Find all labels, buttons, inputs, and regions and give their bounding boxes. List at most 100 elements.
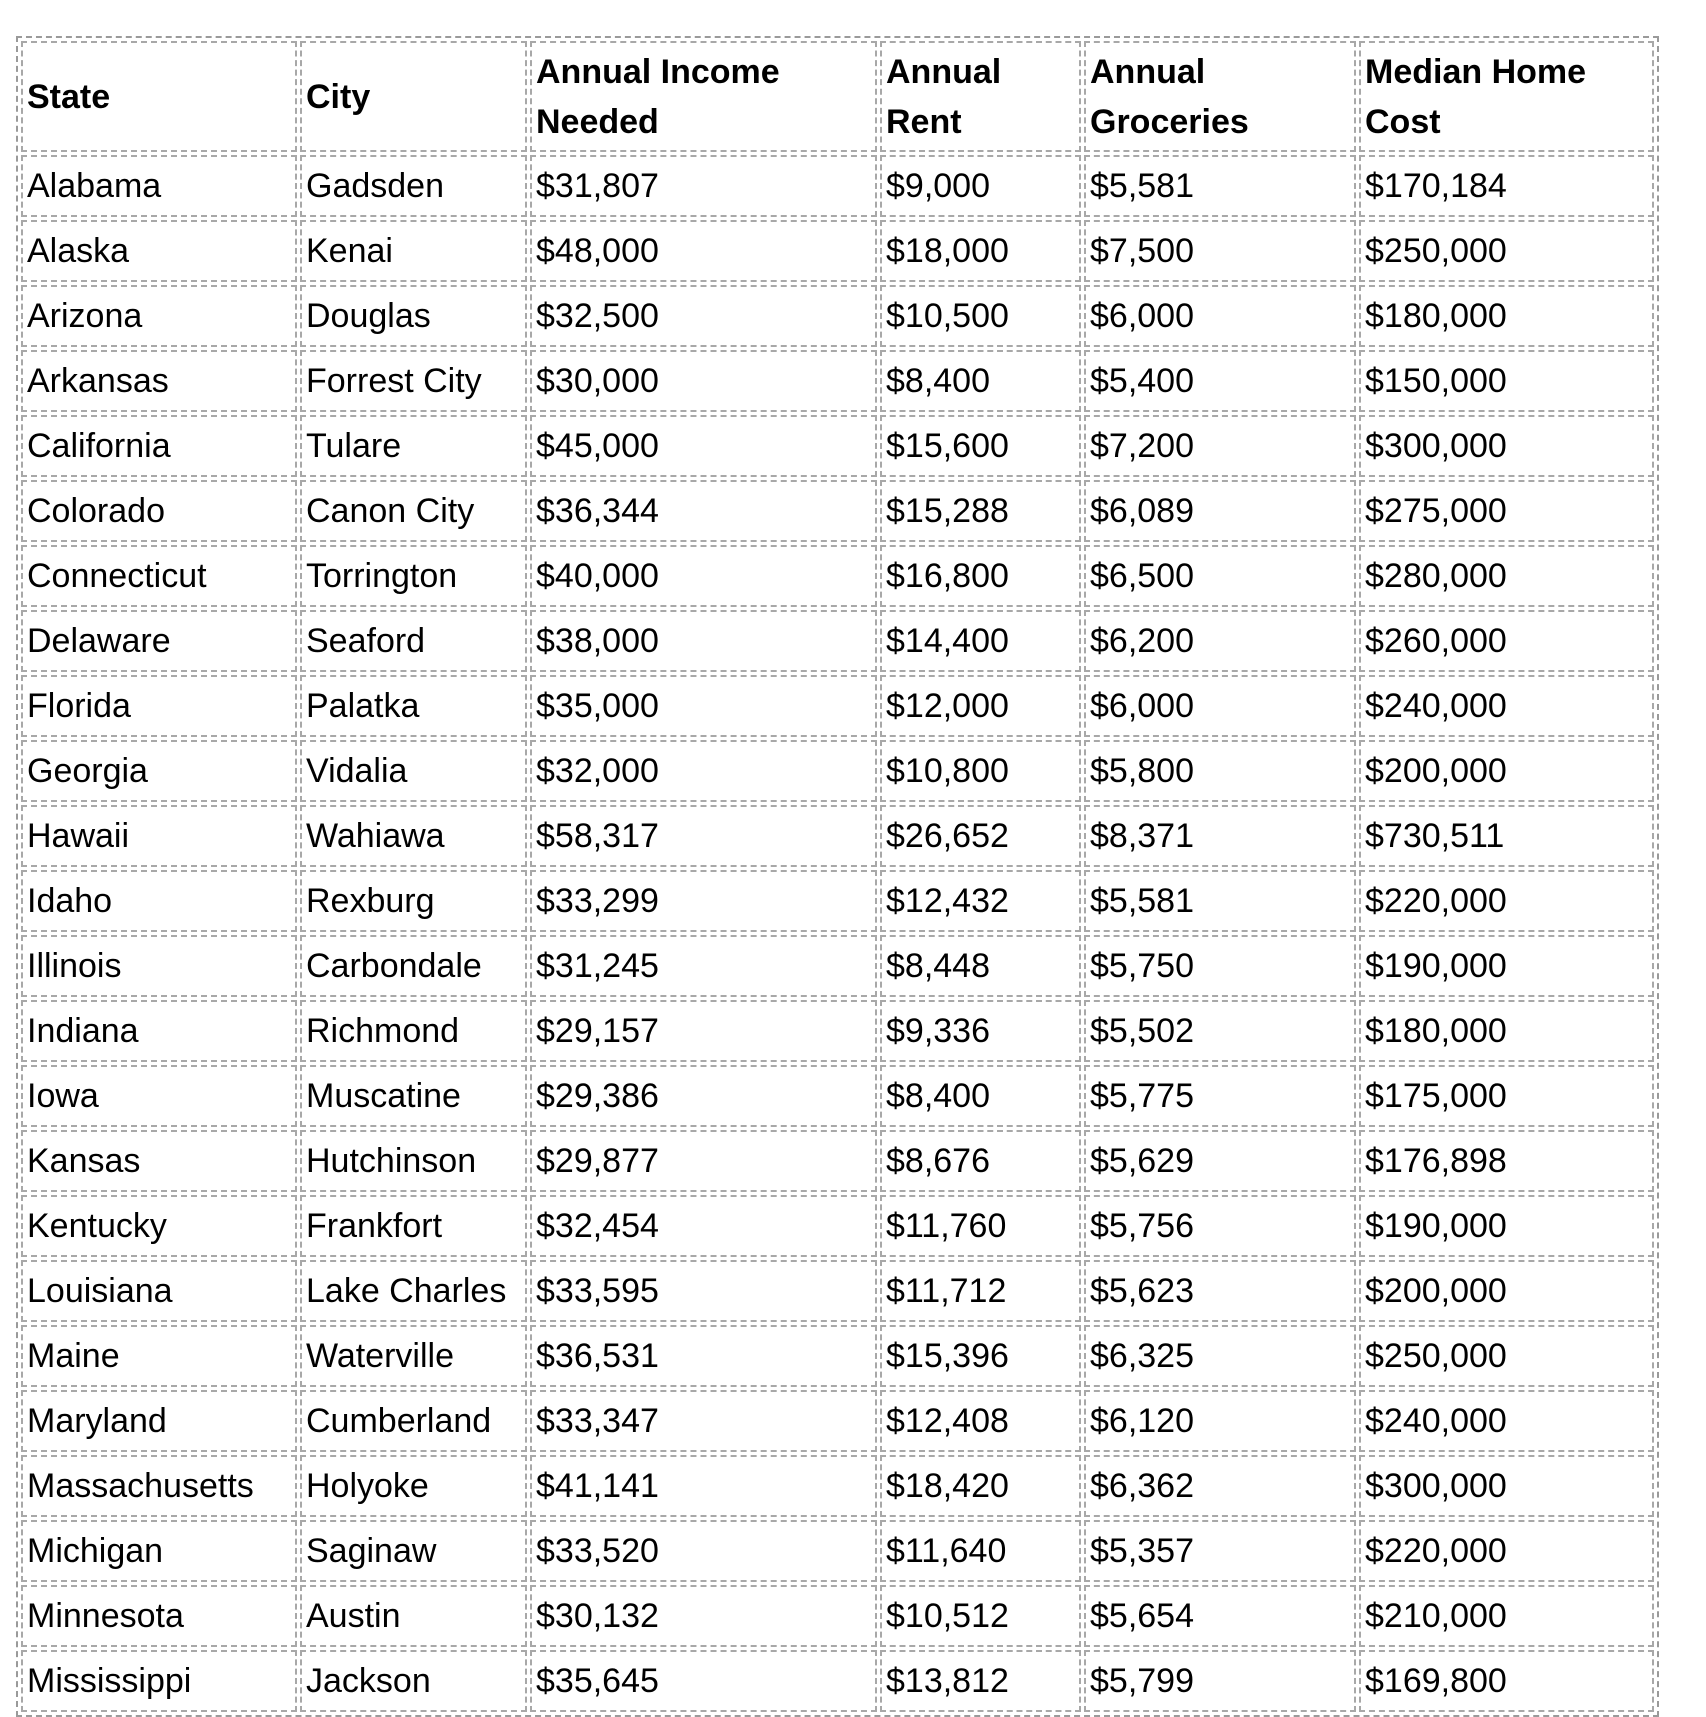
header-row: State City Annual Income Needed Annual Rent… (21, 41, 1654, 152)
table-cell: Muscatine (300, 1065, 527, 1127)
table-row: Maine Waterville $36,531 $15,396 $6,325 $250,… (21, 1325, 1654, 1387)
table-cell: $12,000 (880, 675, 1081, 737)
table-row: Hawaii Wahiawa $58,317 $26,652 $8,371 $730,51… (21, 805, 1654, 867)
table-cell: Maine (21, 1325, 297, 1387)
table-cell: Mississippi (21, 1650, 297, 1712)
table-cell: Arkansas (21, 350, 297, 412)
table-cell: Hutchinson (300, 1130, 527, 1192)
table-cell: $29,386 (530, 1065, 877, 1127)
table-cell: $275,000 (1359, 480, 1654, 542)
table-cell: $5,629 (1084, 1130, 1356, 1192)
table-cell: $40,000 (530, 545, 877, 607)
table-cell: Rexburg (300, 870, 527, 932)
table-cell: $8,400 (880, 1065, 1081, 1127)
table-row: Idaho Rexburg $33,299 $12,432 $5,581 $220,000 (21, 870, 1654, 932)
table-cell: $31,245 (530, 935, 877, 997)
table-cell: $6,200 (1084, 610, 1356, 672)
table-cell: Canon City (300, 480, 527, 542)
table-cell: Michigan (21, 1520, 297, 1582)
table-cell: $5,502 (1084, 1000, 1356, 1062)
table-cell: $58,317 (530, 805, 877, 867)
table-cell: $220,000 (1359, 1520, 1654, 1582)
header-cell: Median Home Cost (1359, 41, 1654, 152)
table-cell: $6,120 (1084, 1390, 1356, 1452)
header-cell: Annual Income Needed (530, 41, 877, 152)
table-cell: $18,000 (880, 220, 1081, 282)
table-cell: Delaware (21, 610, 297, 672)
table-row: Arkansas Forrest City $30,000 $8,400 $5,400 $… (21, 350, 1654, 412)
table-cell: $300,000 (1359, 1455, 1654, 1517)
table-cell: $15,600 (880, 415, 1081, 477)
header-cell: City (300, 41, 527, 152)
table-cell: $5,654 (1084, 1585, 1356, 1647)
table-cell: $16,800 (880, 545, 1081, 607)
table-cell: $38,000 (530, 610, 877, 672)
table-cell: Kansas (21, 1130, 297, 1192)
table-cell: Massachusetts (21, 1455, 297, 1517)
table-cell: $8,400 (880, 350, 1081, 412)
table-cell: $5,581 (1084, 155, 1356, 217)
table-cell: $32,000 (530, 740, 877, 802)
table-row: Alaska Kenai $48,000 $18,000 $7,500 $250,000 (21, 220, 1654, 282)
table-cell: $36,344 (530, 480, 877, 542)
table-cell: $5,799 (1084, 1650, 1356, 1712)
table-cell: $33,595 (530, 1260, 877, 1322)
table-cell: Lake Charles (300, 1260, 527, 1322)
table-row: Mississippi Jackson $35,645 $13,812 $5,799 $1… (21, 1650, 1654, 1712)
table-cell: Alaska (21, 220, 297, 282)
table-cell: $35,645 (530, 1650, 877, 1712)
table-cell: $280,000 (1359, 545, 1654, 607)
table-cell: $48,000 (530, 220, 877, 282)
table-cell: $7,500 (1084, 220, 1356, 282)
table-cell: $210,000 (1359, 1585, 1654, 1647)
table-cell: Kentucky (21, 1195, 297, 1257)
table-row: Delaware Seaford $38,000 $14,400 $6,200 $260,… (21, 610, 1654, 672)
table-cell: Florida (21, 675, 297, 737)
table-cell: $200,000 (1359, 740, 1654, 802)
table-row: Illinois Carbondale $31,245 $8,448 $5,750 $19… (21, 935, 1654, 997)
table-row: California Tulare $45,000 $15,600 $7,200 $300… (21, 415, 1654, 477)
table-cell: $240,000 (1359, 1390, 1654, 1452)
table-cell: $6,500 (1084, 545, 1356, 607)
table-row: Connecticut Torrington $40,000 $16,800 $6,50… (21, 545, 1654, 607)
header-cell: Annual Rent (880, 41, 1081, 152)
table-cell: Waterville (300, 1325, 527, 1387)
table-cell: Cumberland (300, 1390, 527, 1452)
table-cell: $10,800 (880, 740, 1081, 802)
table-cell: $169,800 (1359, 1650, 1654, 1712)
table-cell: $260,000 (1359, 610, 1654, 672)
table-row: Georgia Vidalia $32,000 $10,800 $5,800 $200,0… (21, 740, 1654, 802)
cost-table: State City Annual Income Needed Annual Rent… (16, 36, 1659, 1717)
table-cell: Louisiana (21, 1260, 297, 1322)
table-cell: Wahiawa (300, 805, 527, 867)
table-cell: Georgia (21, 740, 297, 802)
table-cell: $220,000 (1359, 870, 1654, 932)
table-cell: $5,775 (1084, 1065, 1356, 1127)
table-cell: Colorado (21, 480, 297, 542)
table-cell: Arizona (21, 285, 297, 347)
table-row: Indiana Richmond $29,157 $9,336 $5,502 $180,0… (21, 1000, 1654, 1062)
table-cell: $32,454 (530, 1195, 877, 1257)
table-cell: $5,750 (1084, 935, 1356, 997)
table-row: Kentucky Frankfort $32,454 $11,760 $5,756 $19… (21, 1195, 1654, 1257)
table-cell: $8,448 (880, 935, 1081, 997)
table-cell: $30,000 (530, 350, 877, 412)
table-row: Florida Palatka $35,000 $12,000 $6,000 $240,0… (21, 675, 1654, 737)
table-cell: $6,362 (1084, 1455, 1356, 1517)
table-cell: $5,623 (1084, 1260, 1356, 1322)
table-cell: $30,132 (530, 1585, 877, 1647)
table-cell: $12,432 (880, 870, 1081, 932)
table-cell: Kenai (300, 220, 527, 282)
table-cell: $5,400 (1084, 350, 1356, 412)
table-cell: $6,000 (1084, 675, 1356, 737)
table-cell: $190,000 (1359, 935, 1654, 997)
table-cell: Minnesota (21, 1585, 297, 1647)
table-row: Massachusetts Holyoke $41,141 $18,420 $6,362… (21, 1455, 1654, 1517)
table-cell: $5,581 (1084, 870, 1356, 932)
table-cell: Vidalia (300, 740, 527, 802)
table-cell: Torrington (300, 545, 527, 607)
table-cell: Austin (300, 1585, 527, 1647)
table-cell: $190,000 (1359, 1195, 1654, 1257)
table-cell: $29,157 (530, 1000, 877, 1062)
table-cell: $33,299 (530, 870, 877, 932)
